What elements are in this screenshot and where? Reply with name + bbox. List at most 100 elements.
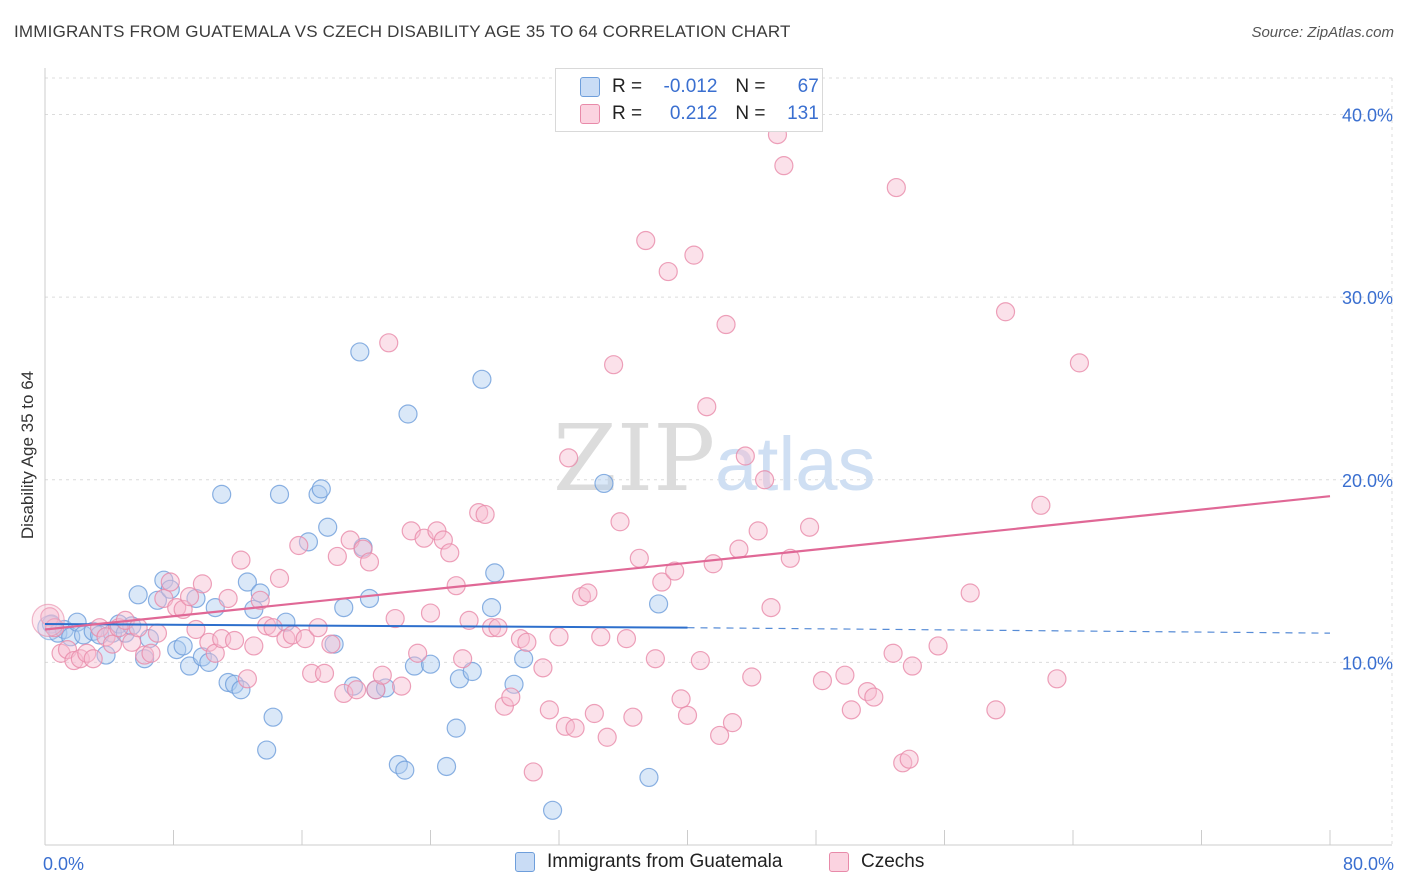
guatemala-point (359, 588, 380, 609)
czechs-point (584, 703, 604, 724)
guatemala-point (398, 404, 418, 424)
czechs-point (729, 539, 749, 559)
czechs-point (102, 634, 123, 654)
czechs-point (902, 656, 922, 676)
czechs-point (774, 156, 794, 176)
czechs-point (684, 245, 704, 265)
guatemala-point (504, 674, 524, 694)
czechs-point (565, 718, 585, 738)
czechs-point (218, 588, 238, 609)
czechs-point (453, 649, 473, 669)
guatemala-point (231, 680, 251, 700)
czechs-point (986, 700, 1006, 720)
czechs-point (995, 302, 1016, 322)
guatemala-point (343, 676, 363, 696)
series-legend: Immigrants from Guatemala Czechs (0, 851, 1406, 877)
czechs-point (237, 669, 257, 689)
czechs-point (501, 687, 521, 707)
chart-title: IMMIGRANTS FROM GUATEMALA VS CZECH DISAB… (14, 22, 791, 41)
czechs-point (690, 650, 710, 671)
axes (44, 68, 1392, 846)
czechs-point (703, 554, 723, 574)
guatemala-point (472, 369, 492, 389)
czechs-point (629, 548, 649, 568)
czechs-point (244, 636, 264, 656)
czechs-point (327, 546, 347, 567)
czechs-point (812, 671, 833, 691)
czechs-point (179, 587, 200, 607)
czechs-point (83, 649, 103, 669)
chart-source: Source: ZipAtlas.com (1251, 24, 1394, 41)
guatemala-point (462, 661, 482, 682)
czechs-point (481, 618, 502, 638)
czechs-point (960, 583, 980, 603)
czechs-point (134, 645, 155, 665)
czechs-point (883, 643, 903, 663)
legend-n-value: 67 (797, 76, 819, 97)
czechs-point (359, 552, 380, 572)
guatemala-trend-extension (687, 627, 1331, 634)
czechs-point (250, 590, 270, 610)
czechs-point (735, 446, 755, 466)
guatemala-point (436, 756, 457, 777)
czechs-point (710, 725, 730, 746)
czechs-point (269, 568, 290, 588)
guatemala-point (350, 342, 370, 362)
czechs-trend-line (44, 495, 1331, 631)
czechs-point (539, 700, 559, 720)
czechs-point (469, 503, 489, 523)
czechs-point (722, 713, 743, 733)
guatemala-point (318, 517, 338, 537)
czechs-point (160, 572, 180, 592)
trend-lines (44, 495, 1331, 634)
czechs-point (636, 230, 656, 251)
legend-label-guatemala: Immigrants from Guatemala (547, 851, 783, 872)
legend-row-guatemala: R = -0.012 N = 67 (580, 74, 819, 100)
czechs-point (295, 629, 315, 649)
y-tick-label: 40.0% (1342, 106, 1393, 126)
czechs-point (665, 561, 685, 581)
czechs-point (408, 643, 428, 663)
czechs-point (533, 658, 553, 678)
czechs-point (616, 629, 637, 649)
guatemala-point (237, 572, 257, 592)
czechs-point (263, 618, 283, 638)
czechs-point (578, 583, 598, 603)
czechs-point (571, 587, 592, 607)
czechs-point (864, 687, 884, 707)
czechs-point (928, 636, 948, 656)
czechs-point (835, 665, 855, 685)
czechs-point (321, 634, 341, 654)
legend-swatch-czechs (829, 852, 849, 872)
czechs-point (623, 707, 643, 727)
guatemala-point (594, 473, 614, 494)
tick-labels: 10.0% 20.0% 30.0% 40.0% 0.0% 80.0% (43, 106, 1394, 874)
czechs-point (440, 543, 460, 563)
czechs-point (1047, 669, 1067, 689)
czechs-point (555, 716, 576, 736)
czechs-point (716, 314, 736, 335)
guatemala-point (128, 585, 148, 605)
czechs-point (652, 572, 672, 592)
guatemala-point (212, 484, 232, 504)
czechs-point (199, 632, 219, 652)
correlation-legend: R = -0.012 N = 67 R = 0.212 N = 131 (555, 68, 823, 132)
guatemala-point (298, 532, 319, 552)
guatemala-point (308, 484, 328, 504)
x-tick-label: 80.0% (1343, 854, 1394, 874)
czechs-point (224, 630, 245, 651)
series-guatemala-points (37, 342, 669, 820)
guatemala-point (147, 590, 168, 610)
czechs-point (671, 689, 691, 709)
czechs-point (697, 397, 717, 417)
czechs-point (1069, 353, 1090, 373)
y-tick-label: 20.0% (1342, 471, 1393, 491)
czechs-point (523, 762, 543, 782)
czechs-point (147, 623, 168, 643)
legend-item-guatemala: Immigrants from Guatemala (515, 851, 782, 873)
czechs-point (893, 753, 913, 773)
czechs-point (1031, 495, 1051, 515)
y-axis-label: Disability Age 35 to 64 (18, 370, 37, 540)
legend-r-label: R = (612, 76, 643, 97)
